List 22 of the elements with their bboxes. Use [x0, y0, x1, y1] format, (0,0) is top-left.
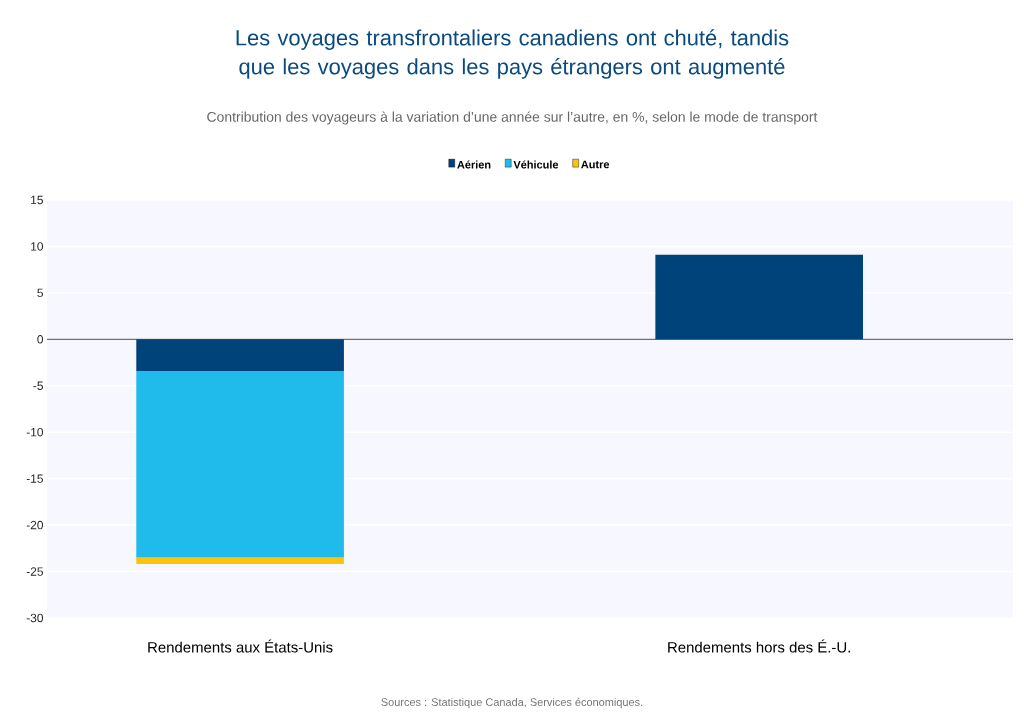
legend-label: Autre — [581, 160, 610, 169]
x-tick-label: Rendements hors des É.-U. — [668, 639, 850, 653]
y-tick-label: -10 — [26, 427, 44, 437]
y-tick-label: 5 — [37, 288, 43, 298]
bar — [136, 339, 344, 371]
bar — [655, 254, 863, 340]
source-note: Sources : Statistique Canada, Services économiques. — [381, 697, 643, 709]
legend-label: Aérien — [457, 160, 491, 169]
y-tick-label: -20 — [26, 520, 44, 530]
y-tick-label: -25 — [26, 567, 43, 576]
y-tick-label: -15 — [26, 474, 43, 483]
legend-label: Véhicule — [513, 160, 559, 169]
y-tick-label: 15 — [31, 195, 43, 205]
y-tick-label: 0 — [37, 335, 44, 344]
bar — [136, 557, 344, 565]
bar — [136, 370, 344, 558]
chart-subtitle: Contribution des voyageurs à la variation d’une année sur l’autre, en %, selon le mode de transport — [207, 111, 818, 125]
x-tick-label: Rendements aux États-Unis — [148, 639, 333, 653]
chart-title: Les voyages transfrontaliers canadiens ont chuté, tandis que les voyages dans les pays étrangers ont augmenté — [236, 29, 789, 79]
y-tick-label: 10 — [31, 242, 44, 251]
y-tick-label: -5 — [33, 381, 43, 390]
y-tick-label: -30 — [26, 613, 44, 623]
